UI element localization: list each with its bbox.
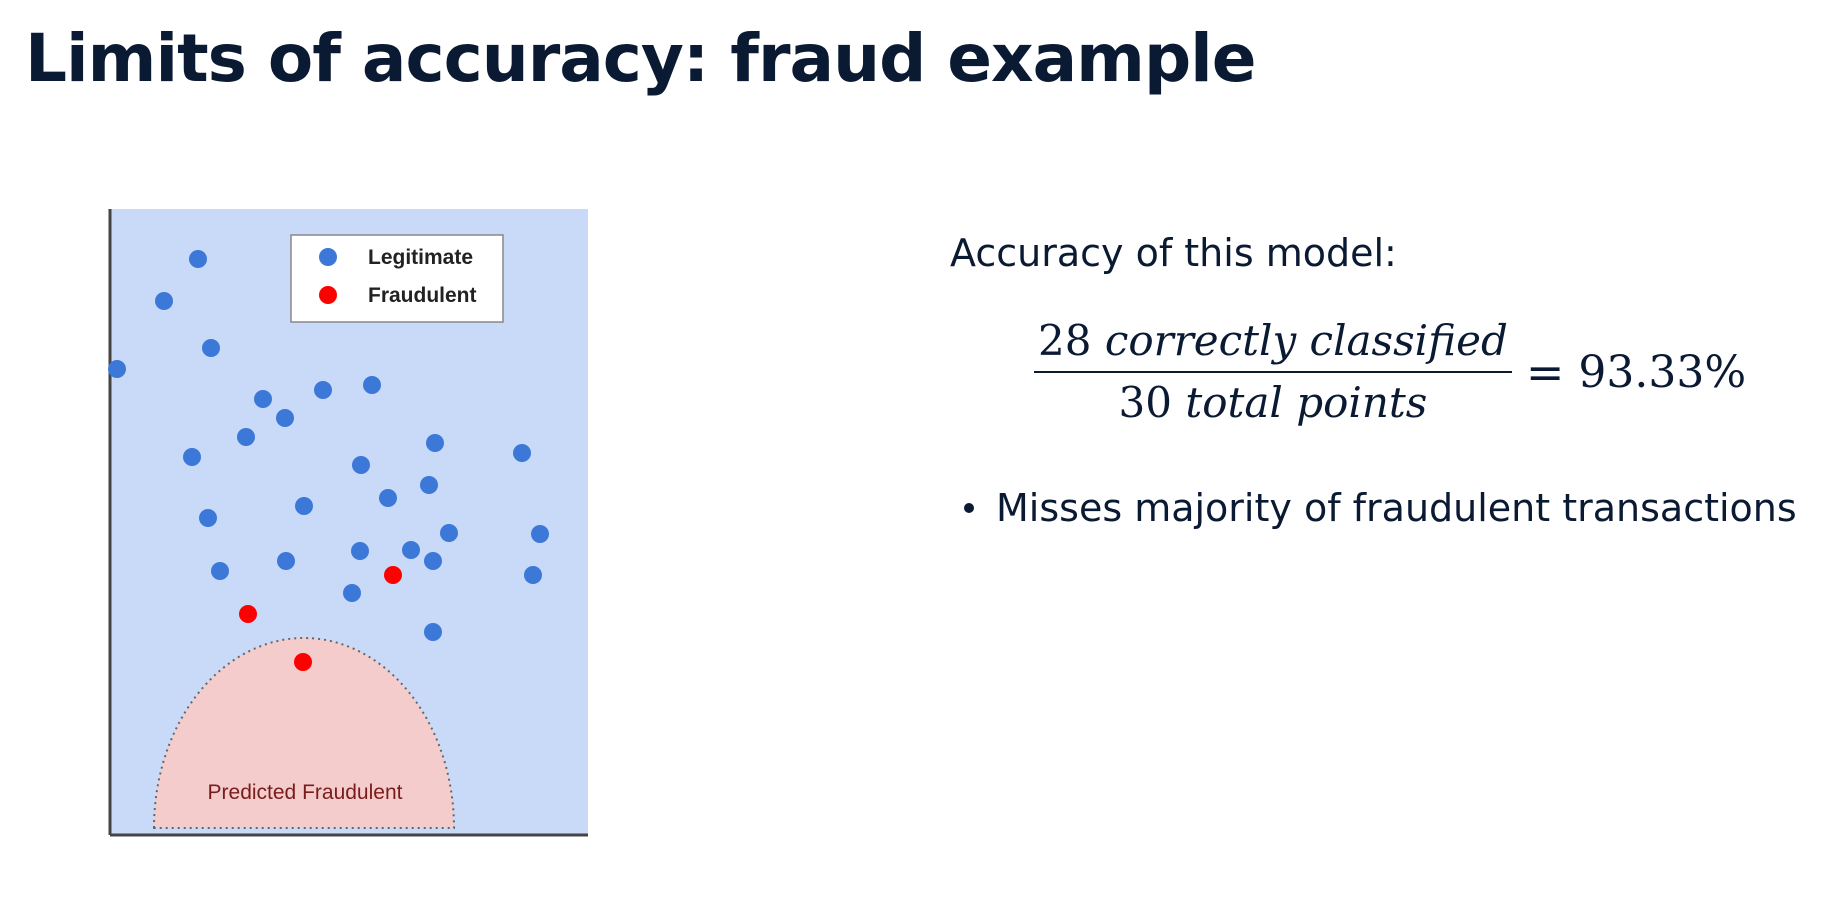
legend-legitimate-marker: [319, 248, 337, 266]
legitimate-point: [513, 444, 531, 462]
legitimate-point: [183, 448, 201, 466]
legitimate-point: [524, 566, 542, 584]
legitimate-points: [108, 250, 549, 641]
legitimate-point: [202, 339, 220, 357]
accuracy-label: Accuracy of this model:: [950, 231, 1397, 275]
legitimate-point: [363, 376, 381, 394]
legitimate-point: [352, 456, 370, 474]
legitimate-point: [276, 409, 294, 427]
accuracy-fraction: 28 correctly classified 30 total points: [1034, 313, 1512, 431]
legend-fraudulent-marker: [319, 286, 337, 304]
legitimate-point: [402, 541, 420, 559]
legitimate-point: [314, 381, 332, 399]
fraction-bar: [1034, 371, 1512, 373]
numerator-text: correctly classified: [1104, 316, 1508, 365]
legitimate-point: [155, 292, 173, 310]
accuracy-panel: Accuracy of this model: 28 correctly cla…: [950, 225, 1810, 530]
legitimate-point: [351, 542, 369, 560]
legitimate-point: [237, 428, 255, 446]
legend-legitimate-label: Legitimate: [368, 246, 473, 269]
bullet-marker: [964, 503, 974, 513]
denominator-count: 30: [1118, 378, 1172, 427]
legitimate-point: [199, 509, 217, 527]
legitimate-point: [189, 250, 207, 268]
legitimate-point: [531, 525, 549, 543]
fraudulent-point: [239, 605, 257, 623]
denominator-text: total points: [1185, 378, 1428, 427]
bullet-item: Misses majority of fraudulent transactio…: [950, 480, 1797, 536]
legitimate-point: [343, 584, 361, 602]
fraudulent-points: [239, 566, 402, 671]
accuracy-formula: 28 correctly classified 30 total points …: [1034, 313, 1746, 431]
legitimate-point: [440, 524, 458, 542]
legend-fraudulent-label: Fraudulent: [368, 284, 477, 307]
legend: Legitimate Fraudulent: [290, 234, 504, 323]
legitimate-point: [254, 390, 272, 408]
slide-title: Limits of accuracy: fraud example: [25, 20, 1257, 97]
fraud-scatter-diagram: Predicted Fraudulent: [96, 195, 616, 855]
fraudulent-point: [384, 566, 402, 584]
legitimate-point: [426, 434, 444, 452]
predicted-fraudulent-label: Predicted Fraudulent: [208, 781, 403, 804]
formula-result: 93.33%: [1578, 346, 1747, 398]
legitimate-point: [424, 623, 442, 641]
legitimate-point: [108, 360, 126, 378]
predicted-fraudulent-region: [152, 637, 456, 829]
legitimate-point: [420, 476, 438, 494]
bullet-list: Misses majority of fraudulent transactio…: [950, 480, 1797, 536]
scatter-svg: Predicted Fraudulent: [108, 209, 588, 837]
fraudulent-point: [294, 653, 312, 671]
legitimate-point: [295, 497, 313, 515]
formula-equals: =: [1525, 345, 1565, 399]
legitimate-point: [211, 562, 229, 580]
legitimate-point: [277, 552, 295, 570]
legitimate-point: [424, 552, 442, 570]
legitimate-point: [379, 489, 397, 507]
numerator-count: 28: [1038, 316, 1092, 365]
formula-numerator: 28 correctly classified: [1034, 313, 1512, 369]
formula-denominator: 30 total points: [1115, 375, 1432, 431]
bullet-text: Misses majority of fraudulent transactio…: [996, 486, 1797, 530]
